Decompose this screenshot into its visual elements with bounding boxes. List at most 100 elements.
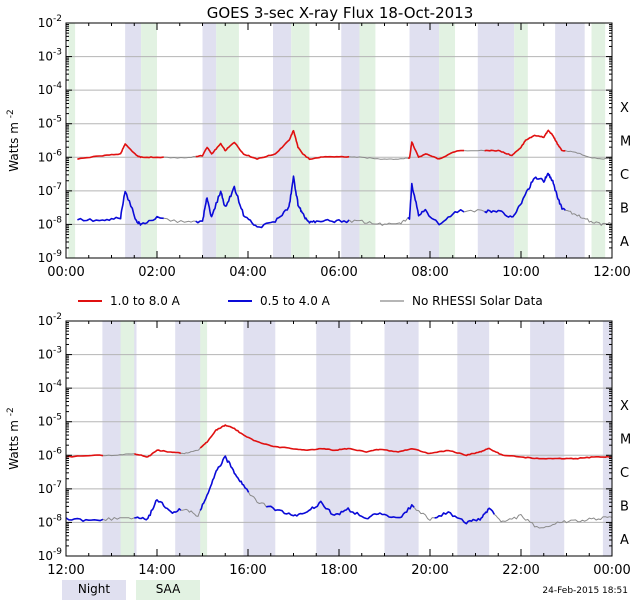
series-line-short [407, 182, 465, 226]
flare-class-label: X [620, 399, 629, 414]
series-line-short [199, 455, 250, 511]
y-tick-label: 10-2 [38, 14, 62, 30]
y-tick-label: 10-3 [38, 48, 62, 64]
saa-band [216, 23, 239, 258]
y-tick-label: 10-7 [38, 182, 62, 198]
night-band [316, 321, 351, 556]
band-legend-label: SAA [156, 582, 181, 596]
x-tick-label: 22:00 [502, 563, 539, 578]
y-tick-label: 10-4 [38, 81, 63, 97]
panel-top: 10-9 10-8 10-7 10-6 10-5 10-4 10-3 10-2 A B C M X 00:… [6, 14, 631, 280]
night-band [341, 23, 360, 258]
night-band [384, 321, 419, 556]
flare-class-label: A [620, 235, 629, 250]
saa-band [591, 23, 606, 258]
y-tick-label: 10-9 [38, 547, 63, 563]
no-rhessi-segment [464, 149, 485, 152]
flare-class-label: C [620, 466, 629, 481]
night-band [477, 23, 515, 258]
no-rhessi-segment [163, 217, 196, 223]
x-tick-label: 14:00 [138, 563, 175, 578]
no-rhessi-segment [413, 506, 435, 521]
saa-band [514, 23, 528, 258]
y-tick-label: 10-6 [38, 446, 63, 462]
night-band [202, 23, 217, 258]
chart-title: GOES 3-sec X-ray Flux 18-Oct-2013 [207, 4, 474, 22]
no-rhessi-segment [180, 508, 201, 517]
series-line-long [195, 129, 350, 161]
y-tick-label: 10-8 [38, 513, 63, 529]
series-line-long [77, 143, 164, 160]
series-legend: 1.0 to 8.0 A 0.5 to 4.0 A No RHESSI Solar … [78, 294, 543, 308]
flare-class-label: A [620, 533, 629, 548]
band-legend: Night SAA [62, 580, 200, 600]
x-tick-label: 02:00 [138, 265, 175, 280]
y-tick-label: 10-4 [38, 379, 63, 395]
y-axis-label: Watts m -2 [6, 109, 21, 171]
x-tick-label: 06:00 [320, 265, 357, 280]
night-band [125, 23, 142, 258]
series-line-short [77, 190, 164, 226]
saa-band [141, 23, 157, 258]
y-tick-label: 10-8 [38, 215, 63, 231]
y-tick-label: 10-9 [38, 249, 63, 265]
no-rhessi-segment [102, 453, 135, 457]
legend-label: 1.0 to 8.0 A [110, 294, 181, 308]
series-line-long [484, 129, 566, 157]
night-band [457, 321, 490, 556]
series-line-short [484, 172, 566, 218]
night-band [530, 321, 565, 556]
no-rhessi-segment [349, 156, 409, 160]
y-tick-label: 10-5 [38, 413, 62, 429]
x-tick-label: 20:00 [411, 563, 448, 578]
saa-band [120, 321, 135, 556]
night-band [243, 321, 276, 556]
timestamp: 24-Feb-2015 18:51 [542, 586, 628, 596]
x-tick-label: 18:00 [320, 563, 357, 578]
y-tick-label: 10-3 [38, 346, 62, 362]
no-rhessi-segment [180, 447, 201, 455]
series-line-short [65, 517, 104, 523]
legend-label: No RHESSI Solar Data [412, 294, 543, 308]
series-line-short [266, 500, 415, 520]
x-tick-label: 16:00 [229, 563, 266, 578]
series-line-long [65, 454, 104, 458]
no-rhessi-segment [348, 217, 409, 226]
series-line-long [407, 141, 465, 160]
flare-class-label: M [620, 433, 631, 448]
band-legend-label: Night [78, 582, 111, 596]
x-tick-label: 08:00 [411, 265, 448, 280]
night-band [602, 321, 612, 556]
no-rhessi-segment [493, 514, 613, 529]
no-rhessi-segment [163, 156, 196, 159]
saa-band [359, 23, 376, 258]
flare-class-label: B [620, 202, 629, 217]
x-tick-label: 04:00 [229, 265, 266, 280]
y-tick-label: 10-5 [38, 115, 62, 131]
series-line-long [133, 449, 182, 458]
series-line-short [195, 175, 350, 229]
series-line-long [199, 424, 613, 460]
night-band [273, 23, 292, 258]
flare-class-label: M [620, 135, 631, 150]
no-rhessi-segment [463, 209, 485, 213]
no-rhessi-segment [248, 492, 267, 508]
x-tick-label: 00:00 [47, 265, 84, 280]
y-tick-label: 10-7 [38, 480, 62, 496]
saa-band [291, 23, 310, 258]
no-rhessi-segment [102, 517, 135, 521]
x-tick-label: 00:00 [593, 563, 630, 578]
saa-band [439, 23, 456, 258]
saa-band [200, 321, 208, 556]
x-tick-label: 12:00 [47, 563, 84, 578]
flare-class-label: X [620, 101, 629, 116]
series-line-short [134, 499, 182, 521]
no-rhessi-segment [565, 209, 613, 226]
panel-bottom: 10-9 10-8 10-7 10-6 10-5 10-4 10-3 10-2 A B C M X 12:… [6, 312, 631, 578]
series-line-short [434, 507, 496, 525]
y-tick-label: 10-6 [38, 148, 63, 164]
flare-class-label: C [620, 168, 629, 183]
band-legend-swatch [62, 580, 126, 600]
night-band [555, 23, 585, 258]
